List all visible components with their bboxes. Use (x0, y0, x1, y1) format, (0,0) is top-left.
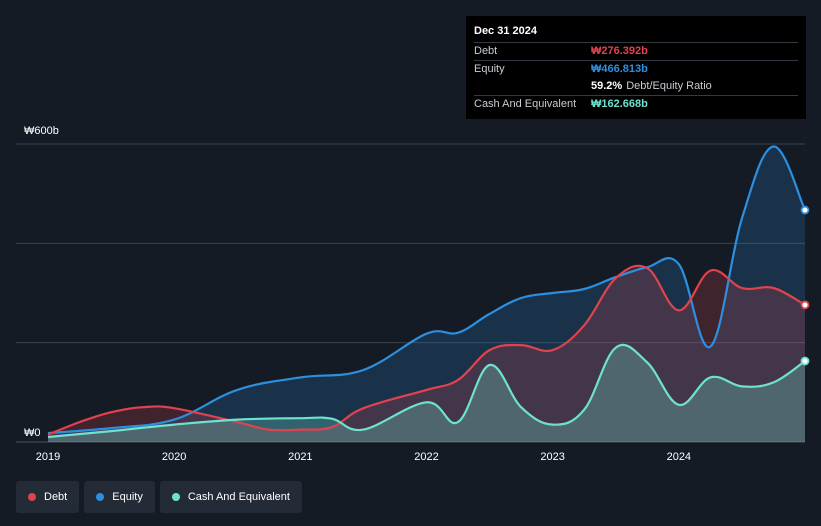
equity-dot-icon (96, 493, 105, 501)
axis-labels: ₩600b ₩0 2019 2020 2021 2022 2023 2024 (24, 125, 691, 463)
debt-end-marker (800, 300, 810, 310)
tooltip-panel: Dec 31 2024 Debt ₩276.392b Equity ₩466.8… (466, 16, 806, 119)
series-lines (47, 145, 806, 439)
x-tick-label: 2024 (667, 451, 691, 463)
equity-end-marker (800, 205, 810, 215)
chart-plot: ₩600b ₩0 2019 2020 2021 2022 2023 2024 (16, 125, 810, 463)
tooltip-cash-value: ₩162.668b (591, 98, 648, 110)
x-tick-label: 2022 (414, 451, 438, 463)
equity-area (48, 146, 805, 443)
tooltip-debt-value: ₩276.392b (591, 45, 648, 57)
debt-dot-icon (28, 493, 36, 501)
x-tick-label: 2023 (540, 451, 564, 463)
gridlines (16, 143, 805, 443)
tooltip-row-cash: Cash And Equivalent ₩162.668b (474, 95, 798, 113)
legend: Debt Equity Cash And Equivalent (16, 481, 302, 513)
tooltip-row-equity: Equity ₩466.813b (474, 60, 798, 78)
series-end-markers (800, 205, 810, 366)
tooltip-ratio-label: Debt/Equity Ratio (626, 80, 712, 92)
legend-item-cash[interactable]: Cash And Equivalent (159, 481, 302, 513)
x-tick-label: 2020 (162, 451, 186, 463)
series-areas (48, 146, 805, 443)
cash-and-equivalent-end-marker (800, 356, 810, 366)
equity-line (47, 145, 806, 435)
tooltip-row-debt: Debt ₩276.392b (474, 42, 798, 60)
cash-dot-icon (171, 493, 180, 501)
y-tick-label: ₩600b (24, 125, 59, 137)
y-tick-label: ₩0 (24, 427, 41, 439)
legend-cash-label: Cash And Equivalent (187, 491, 290, 503)
debt-line (47, 264, 806, 436)
legend-item-equity[interactable]: Equity (84, 481, 155, 513)
legend-item-debt[interactable]: Debt (16, 481, 80, 513)
debt-area (48, 265, 805, 442)
x-tick-label: 2021 (288, 451, 312, 463)
tooltip-ratio-value: 59.2% (591, 80, 623, 92)
cash-and-equivalent-line (47, 343, 806, 439)
cash-and-equivalent-area (48, 344, 805, 442)
tooltip-date: Dec 31 2024 (474, 25, 537, 37)
tooltip-cash-label: Cash And Equivalent (474, 98, 577, 110)
legend-equity-label: Equity (112, 491, 143, 503)
tooltip-debt-label: Debt (474, 45, 498, 57)
legend-debt-label: Debt (44, 491, 68, 503)
tooltip-equity-label: Equity (474, 63, 505, 75)
tooltip-row-ratio: 59.2% Debt/Equity Ratio (474, 78, 798, 95)
tooltip-equity-value: ₩466.813b (591, 63, 648, 75)
x-tick-label: 2019 (36, 451, 60, 463)
